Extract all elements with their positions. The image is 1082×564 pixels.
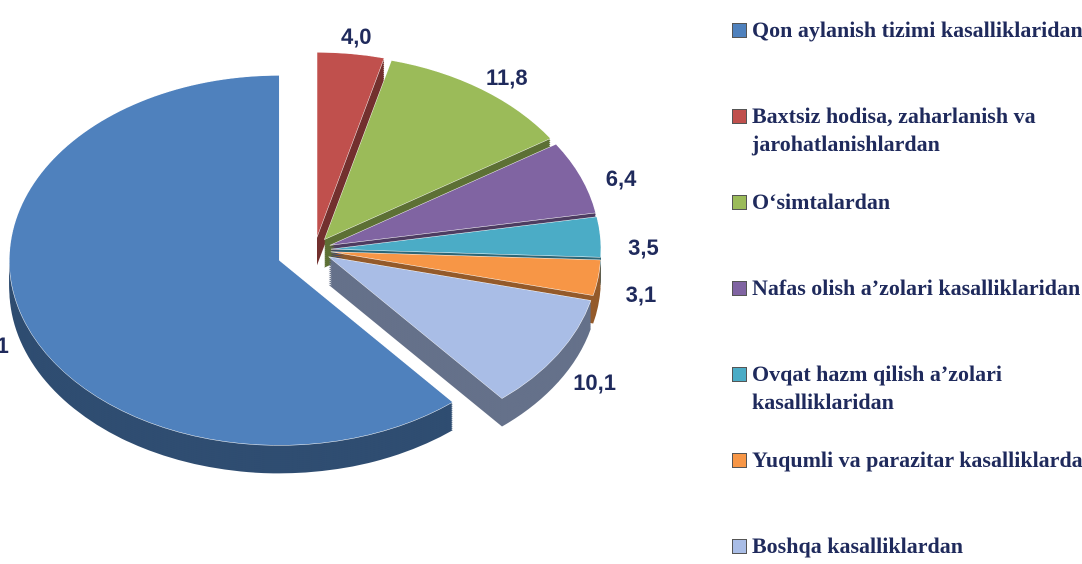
legend-swatch bbox=[732, 453, 747, 468]
slice bbox=[323, 60, 551, 241]
slice bbox=[330, 216, 602, 258]
data-label: 11,8 bbox=[486, 65, 528, 90]
legend-swatch bbox=[732, 367, 747, 382]
slice bbox=[329, 143, 597, 246]
slice bbox=[316, 52, 385, 238]
data-label: 61,1 bbox=[0, 333, 9, 358]
data-label: 3,1 bbox=[626, 282, 657, 307]
legend-label: Ovqat hazm qilish a’zolari kasalliklarid… bbox=[752, 361, 1002, 414]
legend-swatch bbox=[732, 23, 747, 38]
slice bbox=[327, 256, 592, 399]
chart: 61,1 4,0 11,8 6,4 3,5 3,1 10,1 bbox=[0, 24, 659, 474]
legend-label: Yuqumli va parazitar kasalliklardan bbox=[752, 447, 1082, 472]
legend-item: Qon aylanish tizimi kasalliklaridan bbox=[732, 16, 1082, 44]
legend-label: Boshqa kasalliklardan bbox=[752, 533, 963, 558]
legend-item: Nafas olish a’zolari kasalliklaridan bbox=[732, 274, 1082, 302]
data-label: 4,0 bbox=[341, 24, 372, 49]
data-label: 10,1 bbox=[573, 370, 616, 395]
legend-label: O‘simtalardan bbox=[752, 189, 891, 214]
legend-swatch bbox=[732, 109, 747, 124]
legend-item: Baxtsiz hodisa, zaharlanish va jarohatla… bbox=[732, 102, 1082, 158]
legend-label: Baxtsiz hodisa, zaharlanish va jarohatla… bbox=[752, 103, 1036, 156]
data-label: 6,4 bbox=[606, 166, 637, 191]
data-label: 3,5 bbox=[628, 235, 659, 260]
legend-item: Yuqumli va parazitar kasalliklardan bbox=[732, 446, 1082, 474]
slice bbox=[9, 75, 454, 446]
slice bbox=[330, 251, 601, 296]
legend-item: Ovqat hazm qilish a’zolari kasalliklarid… bbox=[732, 360, 1082, 416]
legend-swatch bbox=[732, 281, 747, 296]
legend-swatch bbox=[732, 539, 747, 554]
legend-label: Nafas olish a’zolari kasalliklaridan bbox=[752, 275, 1081, 300]
legend-swatch bbox=[732, 195, 747, 210]
legend-label: Qon aylanish tizimi kasalliklaridan bbox=[752, 17, 1082, 42]
legend-item: O‘simtalardan bbox=[732, 188, 1082, 216]
legend-item: Boshqa kasalliklardan bbox=[732, 532, 1082, 560]
